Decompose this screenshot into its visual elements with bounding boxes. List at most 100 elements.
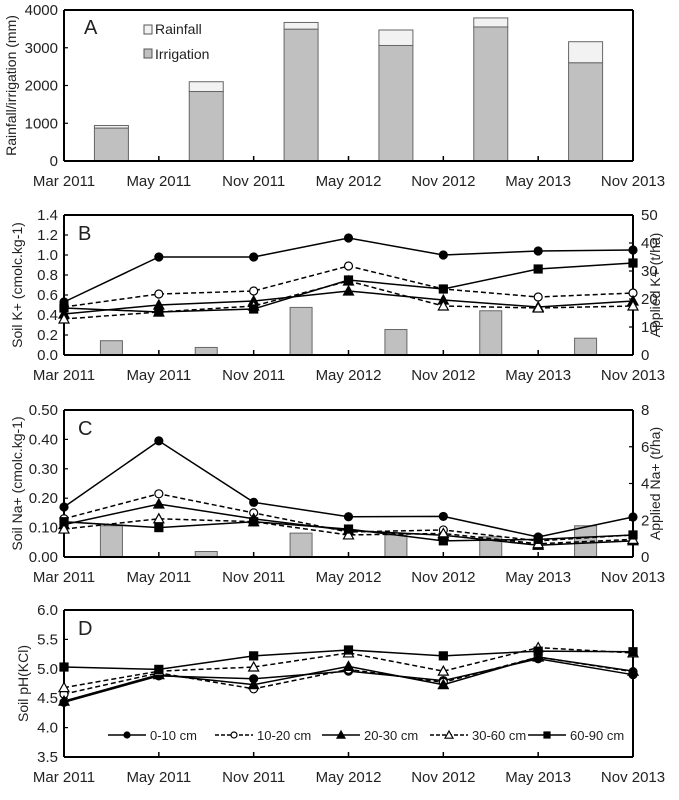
data-point bbox=[249, 304, 259, 314]
data-point bbox=[438, 536, 448, 546]
y2-tick-label: 4 bbox=[641, 476, 649, 493]
data-point bbox=[154, 307, 164, 317]
x-tick-label: May 2012 bbox=[316, 173, 382, 190]
x-tick-label: Mar 2011 bbox=[33, 173, 95, 190]
x-tick-label: Nov 2012 bbox=[411, 173, 475, 190]
data-point bbox=[152, 497, 165, 509]
series-20-30cm bbox=[57, 650, 640, 706]
y-tick-label: 0.50 bbox=[29, 402, 58, 419]
data-point bbox=[626, 664, 640, 676]
irrigation-bar bbox=[568, 62, 604, 162]
y2-tick-label: 50 bbox=[641, 207, 658, 224]
data-point bbox=[343, 645, 354, 655]
applied-bar bbox=[384, 534, 408, 558]
panel-letter: A bbox=[84, 17, 98, 39]
irrigation-bar bbox=[283, 28, 319, 162]
x-tick-label: May 2011 bbox=[126, 569, 191, 586]
y-tick-label: 3000 bbox=[25, 40, 58, 57]
data-point bbox=[247, 678, 260, 690]
panel-c: Mar 2011 May 2011 Nov 2011 May 2012 Nov 2012… bbox=[9, 402, 665, 586]
data-point bbox=[59, 662, 69, 672]
y-tick-label: 1.2 bbox=[37, 227, 58, 244]
data-point bbox=[249, 252, 259, 262]
series-60-90cm bbox=[59, 517, 638, 546]
data-point bbox=[438, 284, 448, 294]
y-tick-label: 2000 bbox=[25, 78, 58, 95]
legend-marker bbox=[543, 731, 551, 739]
series-60-90cm bbox=[59, 258, 638, 317]
y-tick-label: 0.00 bbox=[29, 549, 58, 566]
data-point bbox=[533, 534, 543, 544]
y2-tick-label: 40 bbox=[641, 235, 658, 252]
legend-marker bbox=[335, 729, 347, 739]
data-point bbox=[628, 258, 638, 268]
data-point bbox=[249, 517, 259, 527]
data-point bbox=[628, 245, 638, 255]
x-tick-label: Mar 2011 bbox=[33, 569, 95, 586]
panel-letter: B bbox=[78, 223, 91, 245]
data-point bbox=[628, 647, 638, 657]
rainfall-bar bbox=[188, 81, 224, 93]
y-tick-label: 1000 bbox=[25, 115, 58, 132]
y-tick-label: 0.40 bbox=[29, 431, 58, 448]
data-point bbox=[154, 289, 164, 299]
y2-tick-label: 2 bbox=[641, 512, 649, 529]
legend-irrigation-swatch bbox=[143, 48, 153, 59]
y-tick-label: 4.0 bbox=[37, 720, 58, 737]
y-tick-label: 0 bbox=[50, 153, 58, 170]
y-tick-label: 0.6 bbox=[37, 287, 58, 304]
y2-tick-label: 30 bbox=[641, 263, 658, 280]
legend-label: 60-90 cm bbox=[570, 728, 624, 743]
data-point bbox=[249, 497, 259, 507]
legend-irrigation-label: Irrigation bbox=[155, 46, 209, 62]
panel-b: Mar 2011 May 2011 Nov 2011 May 2012 Nov 2012… bbox=[9, 207, 665, 384]
y2-tick-label: 0 bbox=[641, 347, 649, 364]
y-tick-label: 0.30 bbox=[29, 461, 58, 478]
y-tick-label: 1.4 bbox=[37, 207, 58, 224]
data-point bbox=[437, 664, 450, 676]
y2-tick-label: 0 bbox=[641, 549, 649, 566]
panel-letter: D bbox=[78, 618, 92, 640]
data-point bbox=[438, 511, 448, 522]
x-tick-label: May 2012 bbox=[316, 569, 382, 586]
data-point bbox=[249, 286, 259, 296]
data-point bbox=[533, 292, 543, 302]
y-tick-label: 0.4 bbox=[37, 307, 58, 324]
y-tick-label: 4.5 bbox=[37, 690, 58, 707]
legend-label: 10-20 cm bbox=[257, 728, 311, 743]
y-axis-title: Soil pH(KCl) bbox=[15, 645, 31, 722]
x-tick-label: Nov 2013 bbox=[601, 769, 665, 786]
data-point bbox=[59, 303, 69, 313]
y-tick-label: 0.20 bbox=[29, 490, 58, 507]
x-tick-label: May 2013 bbox=[505, 173, 571, 190]
legend-label: 0-10 cm bbox=[150, 728, 197, 743]
applied-bar bbox=[384, 329, 408, 356]
data-point bbox=[154, 522, 164, 533]
y2-tick-label: 8 bbox=[641, 402, 649, 419]
data-point bbox=[57, 681, 71, 693]
data-point bbox=[247, 660, 260, 672]
data-point bbox=[626, 299, 640, 311]
data-point bbox=[343, 524, 354, 534]
legend-marker bbox=[230, 731, 238, 739]
y-tick-label: 1.0 bbox=[37, 247, 58, 264]
x-tick-label: Nov 2013 bbox=[601, 569, 665, 586]
x-tick-label: Nov 2013 bbox=[601, 173, 665, 190]
y-tick-label: 0.2 bbox=[37, 327, 58, 344]
irrigation-bar bbox=[188, 91, 224, 162]
y2-tick-label: 6 bbox=[641, 439, 649, 456]
series-line bbox=[63, 439, 634, 538]
data-point bbox=[154, 489, 164, 499]
series-60-90cm bbox=[59, 645, 638, 674]
y-tick-label: 6.0 bbox=[37, 602, 58, 619]
x-tick-label: May 2013 bbox=[505, 769, 571, 786]
x-tick-label: Nov 2013 bbox=[601, 367, 665, 384]
y2-tick-label: 10 bbox=[641, 319, 658, 336]
x-tick-label: May 2011 bbox=[126, 173, 191, 190]
data-point bbox=[343, 275, 354, 285]
x-tick-label: May 2011 bbox=[126, 367, 191, 384]
data-point bbox=[57, 694, 71, 706]
rainfall-bar bbox=[473, 17, 509, 28]
y-tick-label: 3.5 bbox=[37, 749, 58, 766]
data-point bbox=[342, 284, 355, 296]
